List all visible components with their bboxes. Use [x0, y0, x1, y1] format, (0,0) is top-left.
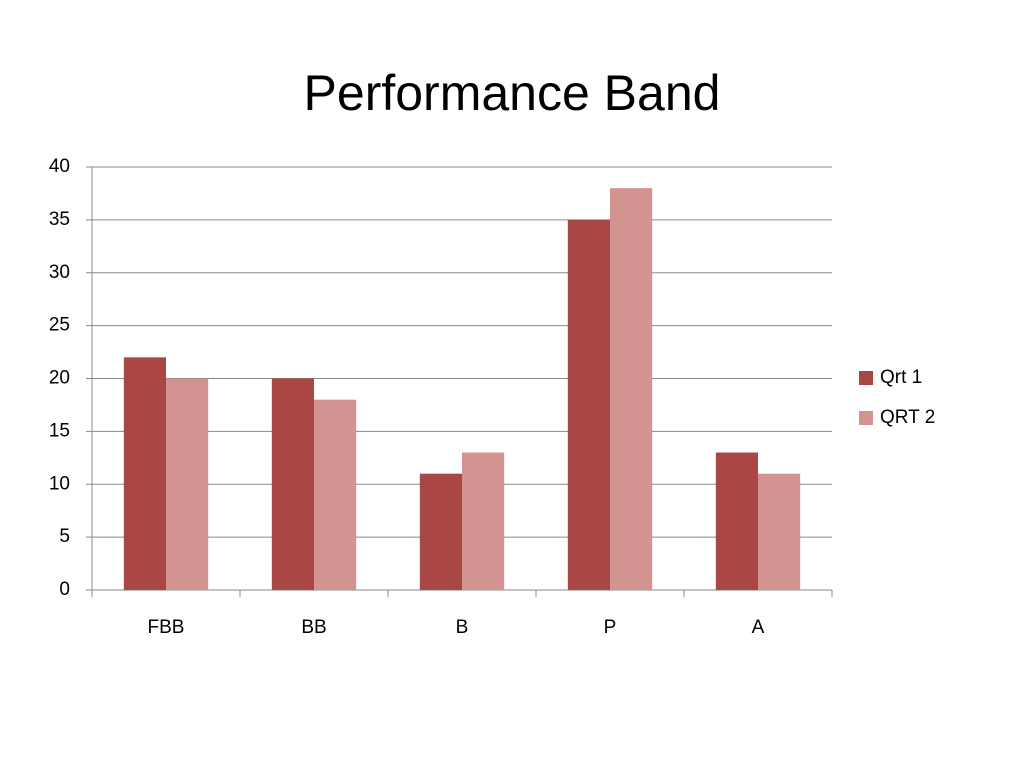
legend-label: QRT 2: [880, 407, 935, 428]
bar: [758, 473, 801, 590]
bar: [419, 473, 462, 590]
y-tick-label: 40: [49, 156, 70, 177]
x-tick-label: BB: [301, 617, 326, 638]
bar: [462, 452, 505, 590]
y-tick-label: 25: [49, 315, 70, 336]
chart-title: Performance Band: [304, 65, 721, 121]
legend-swatch: [859, 371, 873, 385]
bar: [314, 399, 357, 590]
bar: [123, 357, 166, 590]
y-tick-label: 15: [49, 420, 70, 441]
legend-label: Qrt 1: [880, 367, 922, 388]
x-tick-label: P: [604, 617, 617, 638]
y-tick-label: 10: [49, 473, 70, 494]
y-tick-label: 20: [49, 368, 70, 389]
x-tick-label: FBB: [148, 617, 185, 638]
bar: [271, 378, 314, 590]
y-tick-label: 30: [49, 262, 70, 283]
bar: [567, 219, 610, 590]
bar: [166, 378, 209, 590]
y-tick-label: 5: [59, 526, 70, 547]
bar: [715, 452, 758, 590]
y-tick-label: 35: [49, 209, 70, 230]
x-tick-label: A: [752, 617, 765, 638]
bar: [610, 188, 653, 590]
y-tick-label: 0: [59, 579, 70, 600]
legend-swatch: [859, 411, 873, 425]
x-tick-label: B: [456, 617, 469, 638]
